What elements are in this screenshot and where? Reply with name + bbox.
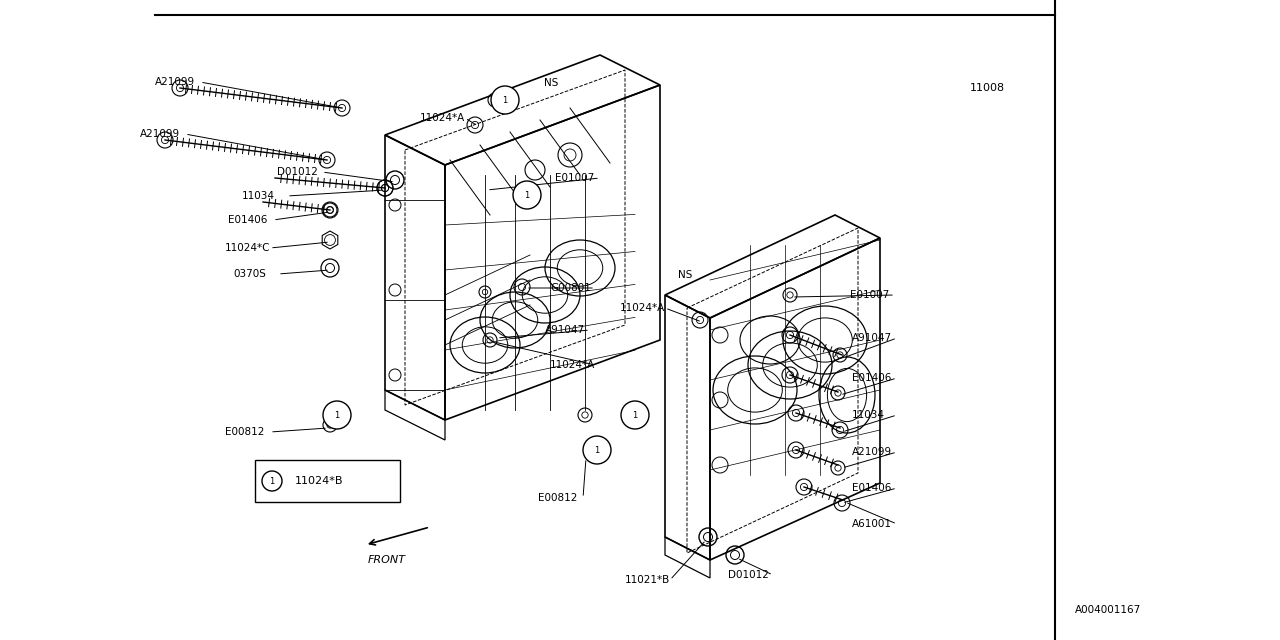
Text: NS: NS — [678, 270, 692, 280]
Text: E00812: E00812 — [538, 493, 577, 503]
Text: 1: 1 — [632, 410, 637, 419]
Text: FRONT: FRONT — [369, 555, 406, 565]
Text: 11024*B: 11024*B — [294, 476, 343, 486]
Text: A21099: A21099 — [155, 77, 195, 87]
Text: E01007: E01007 — [556, 173, 594, 183]
Circle shape — [582, 436, 611, 464]
Text: 0370S: 0370S — [233, 269, 266, 279]
Text: 1: 1 — [525, 191, 530, 200]
Text: D01012: D01012 — [728, 570, 769, 580]
Text: G00801: G00801 — [550, 283, 591, 293]
Text: A004001167: A004001167 — [1075, 605, 1142, 615]
Text: 11024*A: 11024*A — [420, 113, 465, 123]
Text: E01406: E01406 — [852, 373, 891, 383]
Circle shape — [262, 471, 282, 491]
Circle shape — [492, 86, 518, 114]
Text: 11024*A: 11024*A — [550, 360, 595, 370]
Circle shape — [621, 401, 649, 429]
Text: D01012: D01012 — [276, 167, 317, 177]
Text: A91047: A91047 — [852, 333, 892, 343]
Text: 1: 1 — [502, 95, 508, 104]
Text: 11024*C: 11024*C — [225, 243, 270, 253]
Bar — [255, 460, 399, 502]
Text: A21099: A21099 — [140, 129, 180, 139]
Text: 11024*A: 11024*A — [620, 303, 666, 313]
Text: 11021*B: 11021*B — [625, 575, 671, 585]
Text: 1: 1 — [594, 445, 599, 454]
Text: E01007: E01007 — [850, 290, 890, 300]
Text: E00812: E00812 — [225, 427, 265, 437]
Text: 11034: 11034 — [242, 191, 275, 201]
Text: 11008: 11008 — [970, 83, 1005, 93]
Text: E01406: E01406 — [852, 483, 891, 493]
Text: 1: 1 — [334, 410, 339, 419]
Text: NS: NS — [544, 78, 558, 88]
Text: 11034: 11034 — [852, 410, 884, 420]
Text: A21099: A21099 — [852, 447, 892, 457]
Text: 1: 1 — [269, 477, 275, 486]
Text: A91047: A91047 — [545, 325, 585, 335]
Text: E01406: E01406 — [228, 215, 268, 225]
Circle shape — [323, 401, 351, 429]
Text: A61001: A61001 — [852, 519, 892, 529]
Circle shape — [513, 181, 541, 209]
